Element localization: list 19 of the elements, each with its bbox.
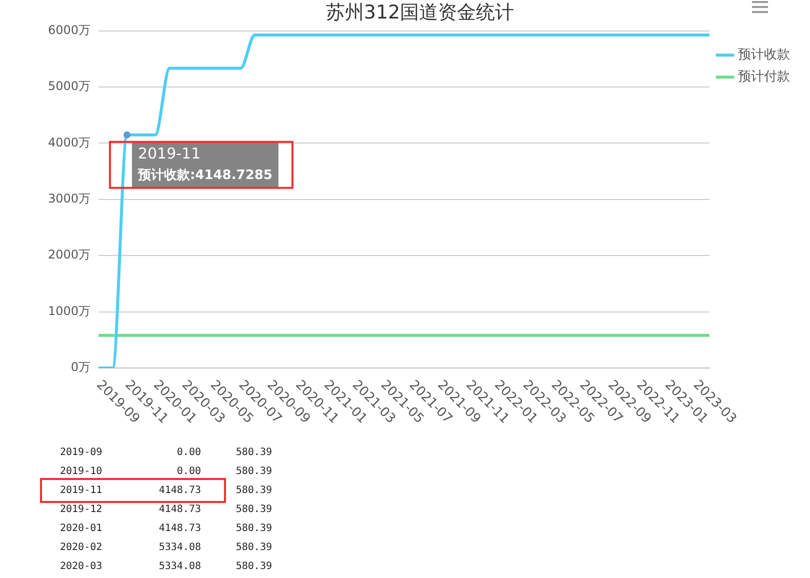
text: 2019-11 4148.73 580.39 [60,485,272,496]
text: 2019-12 4148.73 580.39 [60,504,272,515]
legend-label: 预计付款 [738,69,790,84]
y-tick-label: 2000万 [48,248,91,262]
line-series [97,34,711,368]
y-tick-label: 3000万 [48,192,91,206]
y-tick-label: 5000万 [48,79,91,94]
text: 2020-03 5334.08 580.39 [60,561,272,572]
y-tick-label: 1000万 [48,304,91,318]
y-tick-label: 0万 [70,360,91,374]
text: 2019-09 0.00 580.39 [60,447,272,458]
y-tick-label: 6000万 [48,22,91,37]
legend-label: 预计收款 [738,47,790,62]
text: 2020-02 5334.08 580.39 [60,542,272,553]
text: 2019-10 0.00 580.39 [60,466,272,477]
y-tick-label: 4000万 [48,135,91,150]
chart-title: 苏州312国道资金统计 [326,1,514,24]
text: 2020-01 4148.73 580.39 [60,523,272,534]
annotation: 2019-11 预计收款:4148.7285 [136,144,272,184]
